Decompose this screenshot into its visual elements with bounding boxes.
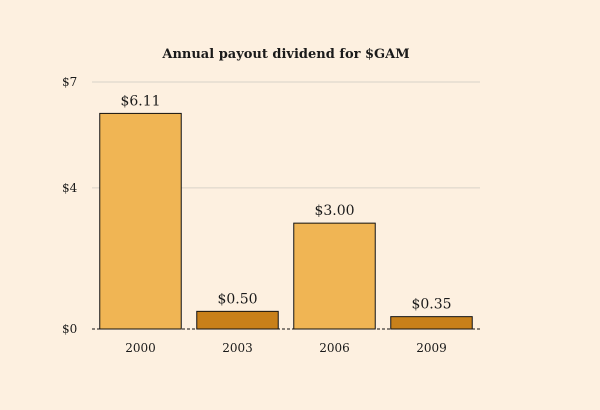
y-tick-label: $0 [62,322,77,336]
data-label: $3.00 [314,203,354,219]
data-label: $6.11 [120,93,160,109]
x-tick-label: 2009 [416,341,447,355]
bar [196,310,279,330]
bar [390,316,473,330]
x-tick-label: 2006 [319,341,350,355]
data-label: $0.35 [411,297,451,313]
bar [99,112,182,330]
x-axis-ticks: 2000 2003 2006 2009 [125,341,447,355]
y-tick-label: $4 [62,181,78,195]
data-label: $0.50 [217,291,257,307]
bars [99,112,473,330]
bar [293,222,376,330]
data-labels: $6.11 $0.50 $3.00 $0.35 [120,93,451,312]
x-tick-label: 2003 [222,341,253,355]
y-tick-label: $7 [62,75,77,89]
x-tick-label: 2000 [125,341,156,355]
chart-title: Annual payout dividend for $GAM [161,47,409,62]
y-axis-ticks: $0 $4 $7 [62,75,78,336]
